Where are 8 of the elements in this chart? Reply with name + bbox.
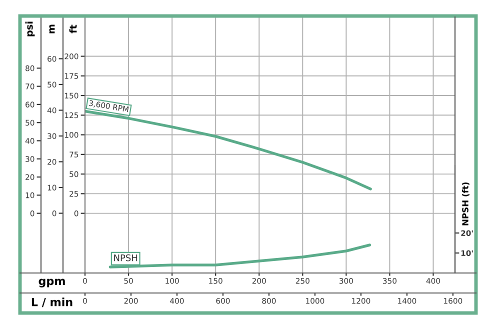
series-label: NPSH	[114, 254, 138, 262]
y2-axis-title: m	[49, 24, 55, 34]
y3-axis-title: psi	[25, 22, 35, 36]
y-axis-title: ft	[69, 24, 77, 34]
x-axis-title: gpm	[38, 278, 65, 288]
y-axis-title: NPSH (ft)	[462, 182, 470, 226]
x2-axis-title: L / min	[32, 298, 72, 308]
line-series	[108, 244, 372, 268]
